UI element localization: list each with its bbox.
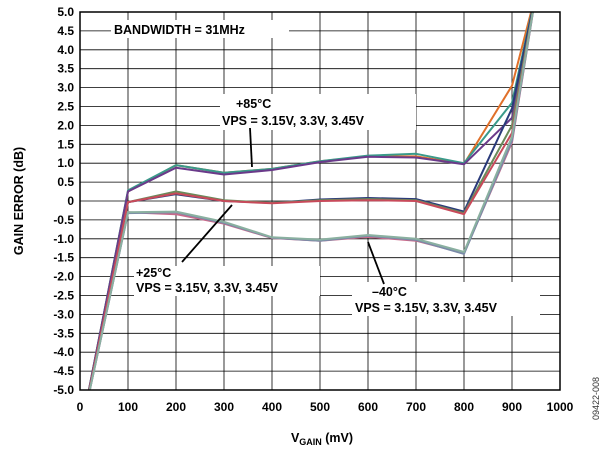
y-tick-label: -3.0 <box>53 307 74 321</box>
cold-temp-label: –40°C <box>372 285 407 299</box>
y-tick-label: -2.5 <box>53 289 74 303</box>
x-tick-label: 800 <box>454 400 474 414</box>
x-axis-title: VGAIN (mV) <box>291 431 353 447</box>
x-tick-label: 600 <box>358 400 378 414</box>
series-line-4 <box>88 12 534 390</box>
cold-label-bg <box>352 282 540 316</box>
x-tick-label: 100 <box>118 400 138 414</box>
plot-frame <box>79 11 561 391</box>
x-axis-title-sub: GAIN <box>299 437 322 447</box>
series-line-8 <box>88 12 534 390</box>
y-tick-label: 1.0 <box>57 156 74 170</box>
y-tick-label: -3.5 <box>53 326 74 340</box>
x-tick-label: 400 <box>262 400 282 414</box>
y-tick-label: 0 <box>67 194 74 208</box>
y-tick-labels: 5.0 4.5 4.0 3.5 3.0 2.5 2.0 1.5 1.0 0.5 0 -0.5 -1.0 -… <box>53 5 74 397</box>
x-axis-title-main: V <box>291 431 300 445</box>
series-line-3 <box>87 12 534 390</box>
hot-vps-label: VPS = 3.15V, 3.3V, 3.45V <box>222 114 365 128</box>
series-line-6 <box>88 12 534 390</box>
x-tick-label: 1000 <box>547 400 574 414</box>
room-label-bg <box>134 266 320 296</box>
annotations: BANDWIDTH = 31MHz +85°C VPS = 3.15V, 3.3… <box>111 20 540 316</box>
y-tick-label: -4.0 <box>53 345 74 359</box>
y-tick-label: -0.5 <box>53 213 74 227</box>
series-line-9 <box>88 12 534 390</box>
y-tick-label: 2.5 <box>57 100 74 114</box>
y-tick-label: -1.5 <box>53 251 74 265</box>
series-line-5 <box>88 12 534 390</box>
y-tick-label: -4.5 <box>53 364 74 378</box>
y-tick-label: 2.0 <box>57 118 74 132</box>
x-tick-labels: 0 100 200 300 400 500 600 700 800 900 1000 <box>77 400 574 414</box>
y-tick-label: -1.0 <box>53 232 74 246</box>
series-line-7 <box>88 12 534 390</box>
room-vps-label: VPS = 3.15V, 3.3V, 3.45V <box>136 281 279 295</box>
y-tick-label: 4.5 <box>57 24 74 38</box>
series-line-1 <box>87 12 533 390</box>
y-tick-label: -2.0 <box>53 270 74 284</box>
figure-id: 09422-008 <box>591 377 601 420</box>
y-tick-label: 3.5 <box>57 62 74 76</box>
x-tick-label: 0 <box>77 400 84 414</box>
hot-label-bg <box>220 94 416 130</box>
room-temp-label: +25°C <box>136 266 171 280</box>
cold-leader-line <box>367 241 385 285</box>
room-leader-line <box>181 204 233 263</box>
hot-leader-line <box>249 127 253 168</box>
cold-vps-label: VPS = 3.15V, 3.3V, 3.45V <box>355 301 498 315</box>
y-tick-label: 0.5 <box>57 175 74 189</box>
bandwidth-label: BANDWIDTH = 31MHz <box>114 23 245 37</box>
series-line-2 <box>87 12 533 390</box>
x-axis-title-unit: (mV) <box>322 431 353 445</box>
y-tick-label: 3.0 <box>57 81 74 95</box>
x-tick-label: 200 <box>166 400 186 414</box>
hot-temp-label: +85°C <box>236 97 271 111</box>
x-tick-label: 500 <box>310 400 330 414</box>
x-tick-label: 300 <box>214 400 234 414</box>
y-tick-label: 5.0 <box>57 5 74 19</box>
y-axis-title: GAIN ERROR (dB) <box>12 147 26 255</box>
y-tick-label: -5.0 <box>53 383 74 397</box>
x-tick-label: 900 <box>502 400 522 414</box>
y-tick-label: 1.5 <box>57 137 74 151</box>
bandwidth-label-bg <box>111 20 289 38</box>
x-tick-label: 700 <box>406 400 426 414</box>
data-series <box>87 12 534 390</box>
y-tick-label: 4.0 <box>57 43 74 57</box>
